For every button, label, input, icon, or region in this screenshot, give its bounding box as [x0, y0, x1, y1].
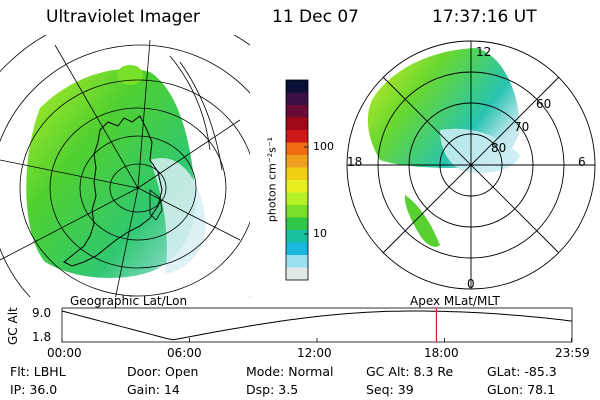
- info-seq: Seq: 39: [366, 382, 414, 397]
- info-door: Door: Open: [127, 364, 199, 379]
- x-tick-2: 12:00: [297, 346, 332, 360]
- colorbar-band: [286, 255, 308, 268]
- altitude-ylabel: GC Alt: [6, 307, 20, 345]
- colorbar-band: [286, 192, 308, 206]
- colorbar-band: [286, 242, 308, 256]
- time-label: 17:37:16 UT: [432, 7, 537, 27]
- lat-label-60: 60: [536, 97, 552, 111]
- instrument-title: Ultraviolet Imager: [46, 7, 200, 27]
- colorbar-band: [286, 142, 308, 156]
- right-panel-label: Apex MLat/MLT: [410, 294, 500, 308]
- colorbar-band: [286, 130, 308, 143]
- auroral-emission-left: [26, 69, 196, 278]
- geographic-map: [0, 35, 250, 297]
- coastline: [63, 115, 163, 267]
- mlt-label-right: 6: [578, 155, 586, 169]
- colorbar-band: [286, 92, 308, 106]
- altitude-ymax: 9.0: [32, 306, 52, 320]
- colorbar: [286, 80, 308, 281]
- colorbar-tick-10: 10: [313, 227, 327, 240]
- auroral-blob-left: [117, 65, 143, 85]
- colorbar-band: [286, 180, 308, 193]
- date-label: 11 Dec 07: [272, 7, 359, 27]
- x-tick-3: 18:00: [424, 346, 459, 360]
- info-glat: GLat: -85.3: [487, 364, 557, 379]
- left-panel-label: Geographic Lat/Lon: [70, 294, 188, 308]
- altitude-curve: [61, 310, 573, 341]
- mlt-label-left: 18: [347, 155, 363, 169]
- x-tick-4: 23:59: [555, 346, 590, 360]
- info-flt: Flt: LBHL: [10, 364, 66, 379]
- info-ip: IP: 36.0: [10, 382, 58, 397]
- colorbar-band: [286, 155, 308, 168]
- altitude-ymin: 1.8: [32, 330, 52, 344]
- mlt-label-bottom: 0: [467, 277, 475, 291]
- colorbar-band: [286, 205, 308, 218]
- x-tick-1: 06:00: [167, 346, 202, 360]
- x-tick-0: 00:00: [47, 346, 82, 360]
- colorbar-band: [286, 267, 308, 281]
- lat-label-70: 70: [514, 120, 530, 134]
- colorbar-band: [286, 117, 308, 131]
- magnetic-polar-map: [346, 40, 596, 290]
- mlt-label-top: 12: [476, 45, 492, 59]
- info-gcalt: GC Alt: 8.3 Re: [366, 364, 454, 379]
- info-gain: Gain: 14: [127, 382, 180, 397]
- colorbar-band: [286, 167, 308, 181]
- info-mode: Mode: Normal: [246, 364, 334, 379]
- auroral-emission-left-haze: [150, 158, 206, 274]
- colorbar-band: [286, 217, 308, 231]
- auroral-emission-right-tail: [404, 195, 440, 247]
- colorbar-band: [286, 230, 308, 243]
- info-dsp: Dsp: 3.5: [246, 382, 299, 397]
- info-glon: GLon: 78.1: [487, 382, 556, 397]
- colorbar-band: [286, 80, 308, 93]
- altitude-plot-frame: [61, 307, 573, 343]
- colorbar-band: [286, 105, 308, 118]
- lat-label-80: 80: [491, 141, 507, 155]
- colorbar-frame: [285, 79, 309, 281]
- colorbar-unit: photon cm⁻²s⁻¹: [265, 136, 279, 223]
- colorbar-tick-100: 100: [313, 140, 334, 153]
